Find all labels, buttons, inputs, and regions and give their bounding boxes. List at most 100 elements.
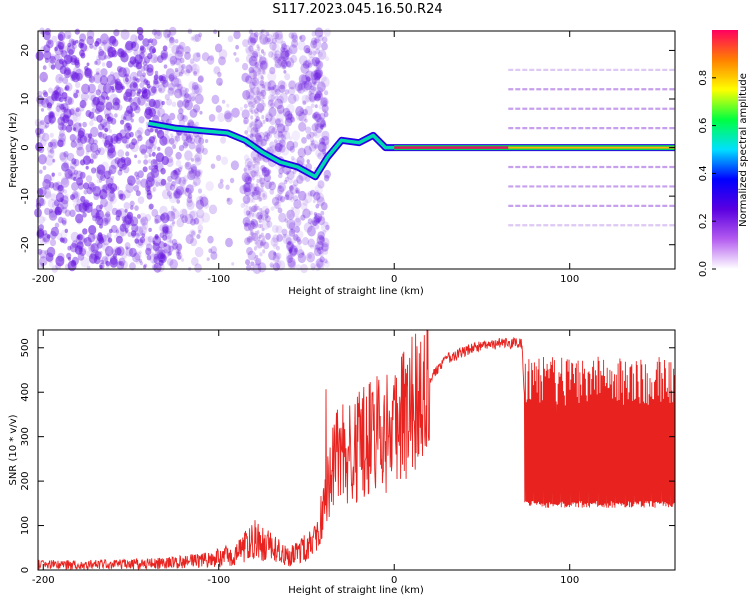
- spectral-point: [249, 49, 253, 55]
- spectral-point: [125, 151, 130, 157]
- spectral-point: [317, 180, 325, 189]
- spectral-point: [91, 107, 96, 114]
- spectral-point: [254, 230, 258, 236]
- spectral-point: [210, 251, 218, 260]
- spectral-point: [101, 184, 108, 193]
- spectral-point: [246, 247, 253, 256]
- spectral-point: [50, 56, 54, 62]
- spectral-point: [65, 115, 71, 122]
- spectral-point: [119, 193, 126, 201]
- spectral-point: [292, 179, 299, 187]
- spectral-point: [123, 189, 131, 199]
- spectral-point: [260, 187, 264, 192]
- spectral-point: [249, 87, 253, 92]
- spectral-point: [69, 209, 76, 218]
- spectral-point: [150, 179, 159, 189]
- spectral-point: [317, 141, 327, 153]
- spectral-point: [79, 49, 85, 57]
- spectral-point: [68, 48, 74, 56]
- spectral-point: [173, 77, 182, 88]
- spectral-point: [117, 158, 126, 169]
- spectral-point: [39, 236, 47, 246]
- spectral-point: [248, 55, 258, 67]
- spectral-point: [225, 237, 233, 248]
- spectral-point: [198, 32, 203, 38]
- spectral-point: [110, 175, 115, 180]
- spectral-point: [251, 212, 255, 217]
- spectral-point: [251, 69, 255, 73]
- spectral-point: [312, 115, 315, 119]
- spectral-point: [173, 83, 182, 93]
- spectral-point: [60, 176, 69, 185]
- spectral-point: [314, 213, 323, 223]
- spectral-point: [145, 146, 153, 154]
- spectral-point: [44, 114, 52, 125]
- spectral-point: [260, 210, 269, 221]
- spectral-point: [181, 215, 188, 224]
- spectral-point: [157, 108, 166, 118]
- spectral-point: [194, 152, 203, 162]
- spectral-point: [40, 119, 45, 126]
- spectral-point: [297, 147, 306, 158]
- spectral-point: [277, 189, 283, 197]
- spectral-point: [250, 170, 257, 178]
- spectral-point: [117, 190, 124, 198]
- spectral-point: [250, 207, 254, 212]
- spectral-point: [90, 126, 99, 138]
- spectral-point: [71, 72, 80, 83]
- spectral-point: [191, 230, 196, 236]
- spectral-point: [246, 236, 253, 243]
- spectral-point: [169, 259, 178, 270]
- spectral-point: [314, 71, 322, 80]
- spectral-point: [139, 230, 146, 238]
- spectral-point: [274, 142, 283, 152]
- spectral-point: [206, 257, 210, 261]
- spectral-point: [90, 208, 100, 219]
- spectral-point: [145, 103, 149, 107]
- spectral-point: [319, 236, 325, 243]
- spectral-point: [259, 57, 263, 62]
- spectral-point: [218, 49, 228, 60]
- spectral-point: [276, 112, 285, 122]
- spectral-point: [51, 93, 58, 101]
- spectral-point: [110, 71, 114, 76]
- spectral-point: [243, 117, 249, 125]
- spectral-point: [317, 140, 326, 152]
- spectral-point: [321, 242, 330, 252]
- spectral-point: [286, 140, 295, 151]
- spectral-point: [176, 249, 180, 254]
- spectral-point: [255, 132, 262, 141]
- spectral-point: [276, 245, 280, 251]
- spectral-point: [151, 48, 157, 54]
- spectral-point: [284, 73, 291, 81]
- spectral-point: [254, 95, 261, 104]
- spectral-point: [194, 157, 202, 166]
- snr-frame: [37, 329, 676, 571]
- spectral-point: [274, 260, 282, 269]
- spectral-point: [288, 80, 297, 90]
- spectral-point: [288, 242, 292, 247]
- spectral-point: [98, 49, 105, 57]
- spectral-point: [69, 242, 78, 253]
- spectral-point: [320, 119, 326, 127]
- spectral-point: [242, 182, 251, 193]
- spectral-point: [42, 165, 47, 171]
- spectral-point: [253, 156, 257, 162]
- spectral-point: [227, 35, 234, 43]
- spectral-point: [78, 122, 82, 127]
- spectral-point: [275, 118, 281, 126]
- spectral-point: [126, 144, 130, 149]
- spectral-point: [311, 123, 319, 132]
- spectral-point: [253, 256, 257, 262]
- spectral-point: [313, 212, 317, 216]
- spectral-point: [65, 124, 73, 133]
- spectral-point: [269, 141, 275, 149]
- spectral-point: [67, 119, 74, 127]
- spectral-point: [134, 129, 142, 139]
- spectral-point: [322, 248, 329, 255]
- spectral-point: [132, 252, 141, 263]
- spectral-point: [70, 57, 77, 66]
- spectral-point: [243, 200, 249, 207]
- spectral-point: [226, 197, 230, 202]
- spectral-point: [310, 78, 316, 85]
